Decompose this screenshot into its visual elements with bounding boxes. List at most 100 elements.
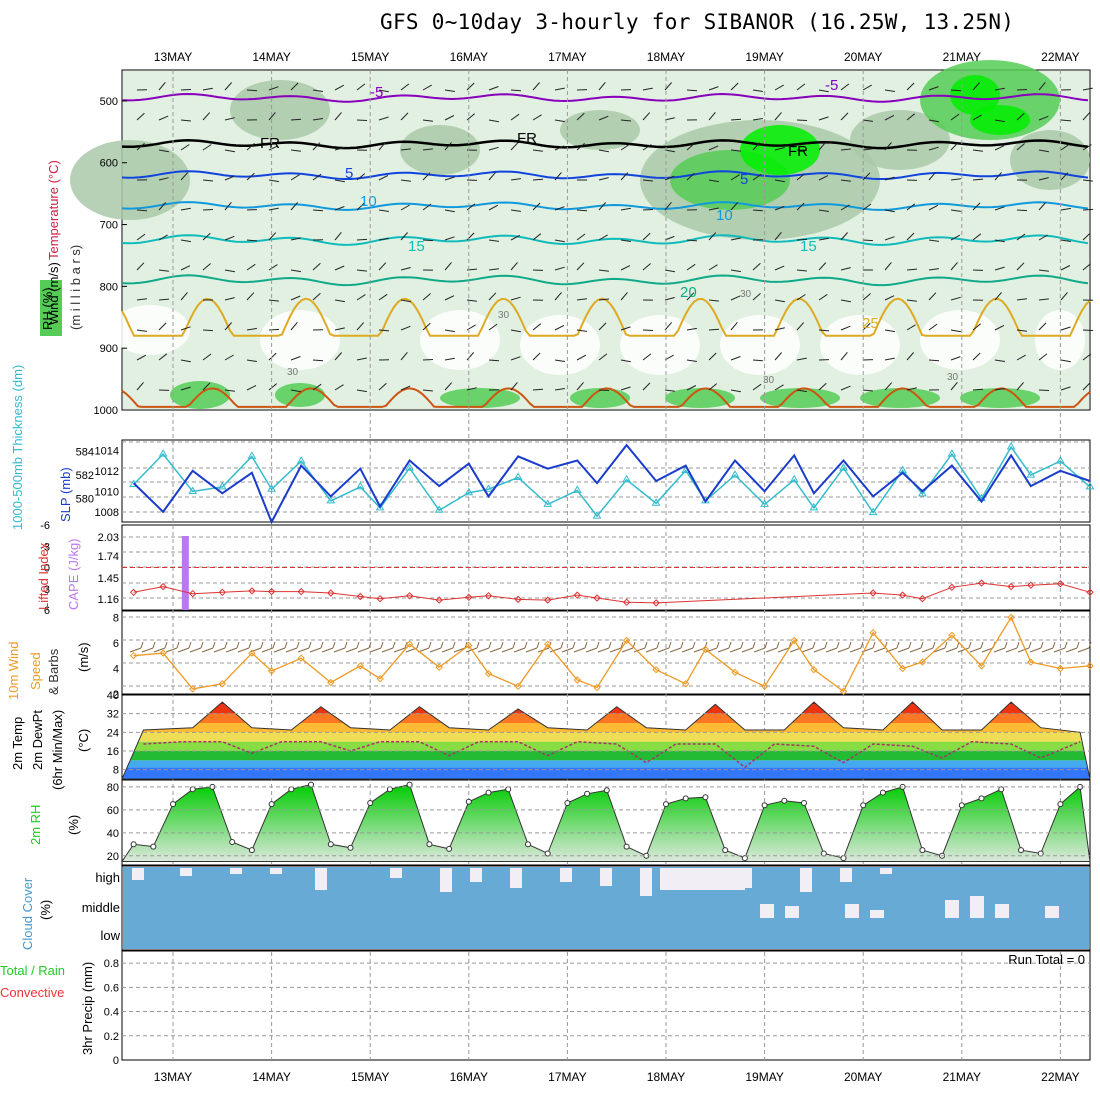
- wind-barb: [312, 359, 324, 362]
- rh-blob: [820, 315, 900, 375]
- slp-line: [132, 443, 1091, 525]
- wind-barb: [796, 322, 805, 331]
- wind-barb: [994, 87, 1005, 91]
- cloud-high-gap: [470, 868, 482, 882]
- wind-barb: [642, 353, 652, 361]
- wind-barb: [356, 322, 365, 331]
- li-point: [1027, 581, 1035, 589]
- wind-tick: 8: [113, 612, 119, 624]
- wind-barb: [862, 84, 872, 91]
- slp-tick: 1012: [95, 466, 119, 478]
- wind-barb: [488, 172, 496, 181]
- wind-barb: [136, 382, 144, 391]
- wind-point: [622, 636, 631, 645]
- temp-tick: 8: [113, 765, 119, 777]
- wind-barb: [444, 357, 455, 361]
- wind-barb: [642, 329, 654, 331]
- date-label-bottom: 19MAY: [745, 1070, 783, 1084]
- wind-barb: [246, 359, 257, 362]
- cloud-high-gap: [230, 868, 242, 874]
- wind-barb-10m: [729, 641, 744, 653]
- ylabel-millibars: (m i l l i b a r s): [68, 245, 83, 330]
- wind-barb: [1082, 87, 1093, 91]
- wind-barb: [246, 172, 255, 181]
- wind-barb: [774, 205, 785, 211]
- rh-blob: [970, 105, 1030, 135]
- wind-barb: [488, 239, 499, 242]
- wind-barb: [708, 299, 719, 302]
- wind-barb: [708, 383, 718, 391]
- temp-band: [122, 751, 1090, 761]
- ylabel-wind-10m: 10m Wind: [6, 641, 21, 700]
- wind-barb: [884, 382, 893, 391]
- wind-barb: [554, 292, 562, 301]
- wind-barb: [774, 112, 782, 121]
- wind-barb: [906, 82, 915, 91]
- wind-barb: [972, 178, 984, 181]
- wind-barb-10m: [957, 641, 972, 653]
- wind-barb: [1038, 322, 1047, 331]
- wind-barb: [598, 149, 609, 153]
- wind-barb: [268, 232, 277, 241]
- date-label-top: 22MAY: [1041, 50, 1079, 64]
- ylabel-cloud-unit: (%): [38, 900, 53, 920]
- wind-barb: [752, 89, 763, 92]
- contour-label: 5: [345, 165, 353, 182]
- cloud-mid-gap: [945, 900, 959, 918]
- cloud-high-gap: [315, 868, 327, 890]
- cloud-mid-gap: [995, 904, 1009, 918]
- wind-barb: [664, 389, 675, 392]
- wind-barb: [620, 239, 631, 242]
- wind-barb-10m: [741, 641, 756, 653]
- wind-barb: [598, 389, 610, 391]
- wind-barb: [774, 327, 785, 331]
- wind-point: [593, 683, 601, 692]
- wind-barb: [224, 149, 235, 153]
- wind-barb: [994, 388, 1005, 391]
- wind-barb: [532, 323, 542, 331]
- wind-barb: [466, 232, 475, 241]
- wind-barb: [180, 89, 192, 91]
- wind-barb: [554, 388, 565, 391]
- isotherm-10: [121, 201, 1089, 211]
- wind-barb: [444, 209, 455, 213]
- wind-point: [376, 674, 384, 683]
- temp-band: [122, 760, 1090, 768]
- wind-barb: [290, 202, 298, 211]
- wind-barb: [488, 86, 499, 91]
- rh-blob: [1010, 130, 1090, 190]
- wind-barb: [158, 81, 166, 91]
- wind-barb: [202, 382, 211, 391]
- contour-label: 15: [800, 238, 817, 255]
- wind-barb: [1060, 265, 1071, 271]
- wind-barb: [708, 145, 719, 151]
- wind-barb-10m: [969, 641, 984, 653]
- lifted-panel: [122, 536, 1094, 610]
- ylabel-temperature: Temperature (°C): [46, 160, 61, 260]
- wind-barb: [488, 323, 498, 331]
- wind-barb: [334, 146, 345, 151]
- dewpoint-line: [143, 740, 1081, 769]
- li-tick: 0: [44, 563, 50, 575]
- wind-barb: [818, 142, 826, 151]
- wind-barb: [312, 262, 321, 271]
- wind-barb: [950, 356, 961, 361]
- rh-point: [327, 841, 334, 848]
- wind-barb: [972, 114, 982, 121]
- rh-point: [978, 795, 985, 802]
- wind-barb: [598, 234, 608, 241]
- date-label-top: 17MAY: [548, 50, 586, 64]
- wind-barb: [180, 119, 191, 122]
- contour-label: 20: [680, 284, 697, 301]
- slp-tick: 1008: [95, 507, 119, 519]
- contour-label: 30: [763, 375, 775, 386]
- wind-barb: [664, 269, 675, 273]
- wind-barb: [576, 382, 584, 391]
- cloud-level-label: high: [95, 870, 120, 885]
- wind-barb: [180, 386, 191, 391]
- li-point: [159, 582, 167, 591]
- panel-frame-rh: [121, 779, 1091, 866]
- wind-barb: [642, 263, 651, 271]
- wind-barb: [620, 326, 631, 331]
- wind-barb: [730, 389, 741, 393]
